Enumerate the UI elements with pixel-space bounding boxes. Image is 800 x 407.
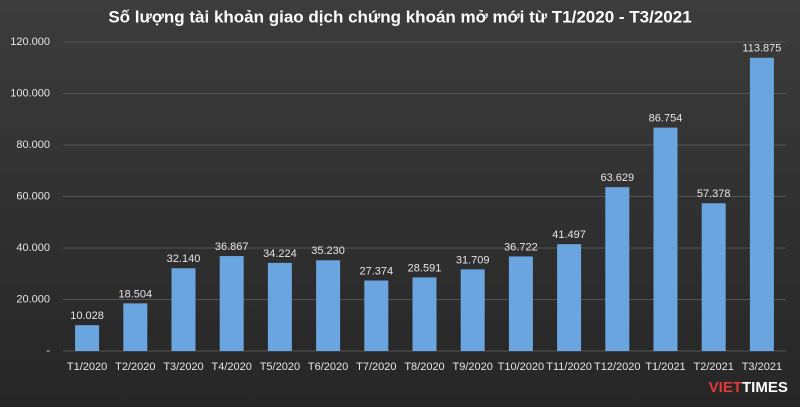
value-label: 34.224 — [263, 248, 297, 260]
y-tick-label: 40.000 — [16, 242, 50, 254]
logo-part2: TIMES — [742, 379, 788, 396]
bar — [75, 325, 100, 351]
value-label: 86.754 — [649, 113, 683, 125]
y-tick-label: 60.000 — [16, 190, 50, 202]
y-tick-label: 80.000 — [16, 139, 50, 151]
bar — [749, 57, 774, 351]
x-tick-label: T5/2020 — [260, 361, 300, 373]
value-label: 10.028 — [70, 310, 104, 322]
bar — [364, 280, 389, 351]
y-tick-label: 100.000 — [10, 87, 50, 99]
bar — [653, 127, 678, 351]
value-label: 31.709 — [456, 254, 490, 266]
x-tick-label: T2/2020 — [115, 361, 155, 373]
value-label: 27.374 — [359, 265, 393, 277]
x-tick-label: T11/2020 — [546, 361, 592, 373]
y-tick-label: 120.000 — [10, 36, 50, 48]
bar — [267, 262, 292, 351]
bar — [123, 303, 148, 351]
bar — [460, 269, 485, 351]
x-tick-label: T3/2021 — [742, 361, 782, 373]
value-label: 57.378 — [697, 188, 731, 200]
value-label: 63.629 — [600, 172, 634, 184]
bar — [508, 256, 533, 351]
x-tick-label: T4/2020 — [212, 361, 252, 373]
value-label: 18.504 — [118, 288, 152, 300]
bar — [316, 260, 341, 351]
x-tick-label: T12/2020 — [594, 361, 640, 373]
x-tick-label: T1/2021 — [645, 361, 685, 373]
value-label: 36.722 — [504, 241, 538, 253]
x-tick-label: T8/2020 — [404, 361, 444, 373]
value-label: 35.230 — [311, 245, 345, 257]
bar — [171, 268, 196, 351]
x-tick-label: T10/2020 — [498, 361, 544, 373]
x-tick-label: T7/2020 — [356, 361, 396, 373]
value-label: 36.867 — [215, 241, 249, 253]
bar — [557, 244, 582, 351]
x-tick-label: T3/2020 — [163, 361, 203, 373]
bar — [701, 203, 726, 351]
bar — [219, 256, 244, 351]
logo-part1: VIET — [709, 379, 742, 396]
y-tick-label: 20.000 — [16, 293, 50, 305]
x-tick-label: T1/2020 — [67, 361, 107, 373]
value-label: 32.140 — [167, 253, 201, 265]
x-tick-label: T9/2020 — [453, 361, 493, 373]
x-tick-label: T6/2020 — [308, 361, 348, 373]
bar — [412, 277, 437, 351]
bar — [605, 187, 630, 351]
x-tick-label: T2/2021 — [694, 361, 734, 373]
chart-title: Số lượng tài khoản giao dịch chứng khoán… — [108, 7, 691, 26]
value-label: 28.591 — [408, 262, 442, 274]
value-label: 41.497 — [552, 229, 586, 241]
y-tick-label: - — [46, 345, 50, 357]
value-label: 113.875 — [742, 43, 781, 55]
